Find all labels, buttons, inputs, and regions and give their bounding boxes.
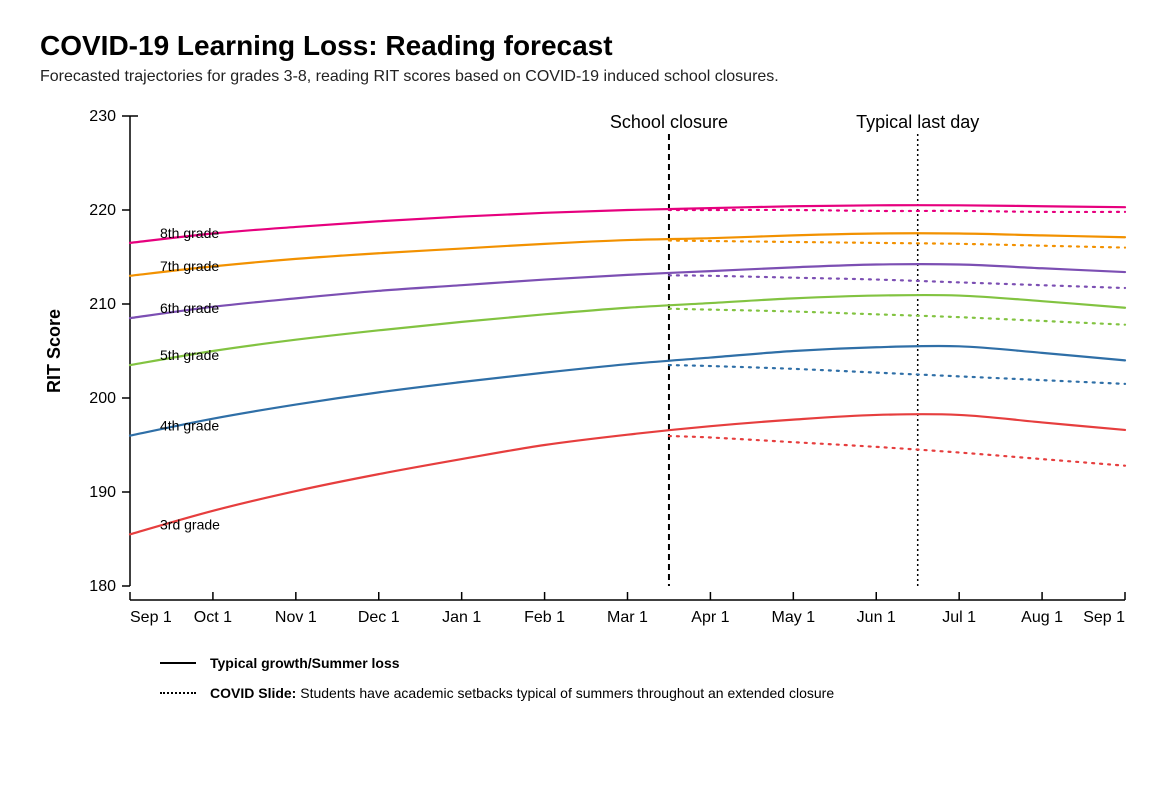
x-tick-label: Feb 1 xyxy=(524,609,565,626)
legend-dotted-rest: Students have academic setbacks typical … xyxy=(296,685,834,701)
x-tick-label: Jan 1 xyxy=(442,609,481,626)
series-line-typical xyxy=(130,233,1125,276)
x-tick-label: Dec 1 xyxy=(358,609,400,626)
series-line-covid xyxy=(669,309,1125,325)
x-tick-label: Jul 1 xyxy=(942,609,976,626)
legend-swatch-solid xyxy=(160,662,196,664)
y-tick-label: 230 xyxy=(89,108,116,125)
event-label: Typical last day xyxy=(856,112,979,132)
x-tick-label: Oct 1 xyxy=(194,609,232,626)
chart-subtitle: Forecasted trajectories for grades 3-8, … xyxy=(40,68,1135,86)
series-line-typical xyxy=(130,414,1125,534)
series-label: 7th grade xyxy=(160,258,219,274)
legend-item-dotted: COVID Slide: Students have academic setb… xyxy=(160,684,860,704)
series-line-covid xyxy=(669,275,1125,288)
chart-title: COVID-19 Learning Loss: Reading forecast xyxy=(40,30,1135,62)
y-tick-label: 190 xyxy=(89,484,116,501)
y-tick-label: 220 xyxy=(89,202,116,219)
series-label: 4th grade xyxy=(160,418,219,434)
legend-dotted-prefix: COVID Slide: xyxy=(210,685,296,701)
y-tick-label: 210 xyxy=(89,296,116,313)
x-tick-label: Aug 1 xyxy=(1021,609,1063,626)
chart-container: 180 190 200 210 220 230 RIT Score Sep 1 Oct 1 Nov… xyxy=(40,106,1135,636)
line-chart: 180 190 200 210 220 230 RIT Score Sep 1 Oct 1 Nov… xyxy=(40,106,1135,636)
series-line-covid xyxy=(669,241,1125,248)
series-label: 8th grade xyxy=(160,225,219,241)
legend-solid-label: Typical growth/Summer loss xyxy=(210,655,400,671)
legend: Typical growth/Summer loss COVID Slide: … xyxy=(160,654,1135,703)
x-tick-label: Sep 1 xyxy=(1083,609,1125,626)
series-line-covid xyxy=(669,436,1125,466)
x-tick-label: Jun 1 xyxy=(857,609,896,626)
x-tick-label: Mar 1 xyxy=(607,609,648,626)
y-axis-label: RIT Score xyxy=(44,309,64,393)
series-line-covid xyxy=(669,365,1125,384)
series-label: 6th grade xyxy=(160,300,219,316)
x-tick-label: Apr 1 xyxy=(691,609,729,626)
series-line-covid xyxy=(669,210,1125,212)
x-tick-label: Nov 1 xyxy=(275,609,317,626)
event-label: School closure xyxy=(610,112,728,132)
series-line-typical xyxy=(130,264,1125,318)
legend-item-solid: Typical growth/Summer loss xyxy=(160,654,860,674)
x-tick-label: Sep 1 xyxy=(130,609,172,626)
series-label: 3rd grade xyxy=(160,516,220,532)
x-tick-label: May 1 xyxy=(772,609,816,626)
series-label: 5th grade xyxy=(160,347,219,363)
y-tick-label: 180 xyxy=(89,578,116,595)
y-tick-label: 200 xyxy=(89,390,116,407)
series-line-typical xyxy=(130,346,1125,436)
series-line-typical xyxy=(130,295,1125,365)
legend-swatch-dotted xyxy=(160,692,196,694)
